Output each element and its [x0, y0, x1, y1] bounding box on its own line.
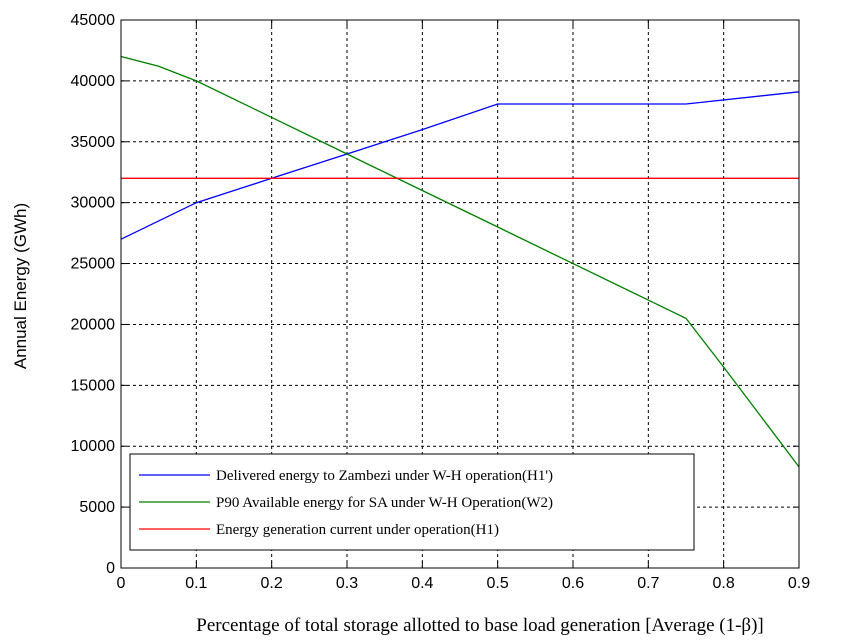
- y-tick-label: 0: [106, 560, 115, 577]
- x-axis-label: Percentage of total storage allotted to …: [196, 615, 763, 636]
- y-tick-label: 30000: [71, 195, 116, 212]
- legend: Delivered energy to Zambezi under W-H op…: [129, 453, 695, 551]
- series-line-1: [120, 91, 800, 240]
- x-tick-labels: 0 0.1 0.2 0.3 0.4 0.5 0.6 0.7 0.8 0.9: [117, 575, 811, 592]
- x-tick-label: 0.1: [185, 575, 207, 592]
- series-lines: [120, 55, 800, 468]
- x-tick-label: 0.2: [261, 575, 283, 592]
- y-tick-label: 10000: [71, 438, 116, 455]
- legend-label-3: Energy generation current under operatio…: [216, 522, 499, 538]
- legend-label-2: P90 Available energy for SA under W-H Op…: [216, 495, 553, 511]
- y-tick-label: 25000: [71, 256, 116, 273]
- legend-box: [129, 453, 695, 551]
- x-tick-label: 0: [117, 575, 126, 592]
- x-tick-label: 0.9: [788, 575, 810, 592]
- series-line-2: [120, 55, 800, 468]
- x-tick-label: 0.7: [637, 575, 659, 592]
- plot-area-frame: [120, 19, 800, 569]
- x-tick-label: 0.8: [713, 575, 735, 592]
- y-tick-label: 15000: [71, 377, 116, 394]
- legend-label-1: Delivered energy to Zambezi under W-H op…: [216, 468, 553, 484]
- tick-marks: [120, 19, 800, 569]
- y-tick-label: 35000: [71, 134, 116, 151]
- y-axis-label: Annual Energy (GWh): [11, 203, 30, 369]
- x-tick-label: 0.3: [336, 575, 358, 592]
- y-tick-label: 20000: [71, 316, 116, 333]
- y-tick-label: 40000: [71, 73, 116, 90]
- y-tick-label: 45000: [71, 12, 116, 29]
- y-tick-labels: 0 5000 10000 15000 20000 25000 30000 35000 40000…: [71, 12, 116, 577]
- y-tick-label: 5000: [79, 499, 115, 516]
- x-tick-label: 0.4: [411, 575, 433, 592]
- x-tick-label: 0.5: [487, 575, 509, 592]
- x-tick-label: 0.6: [562, 575, 584, 592]
